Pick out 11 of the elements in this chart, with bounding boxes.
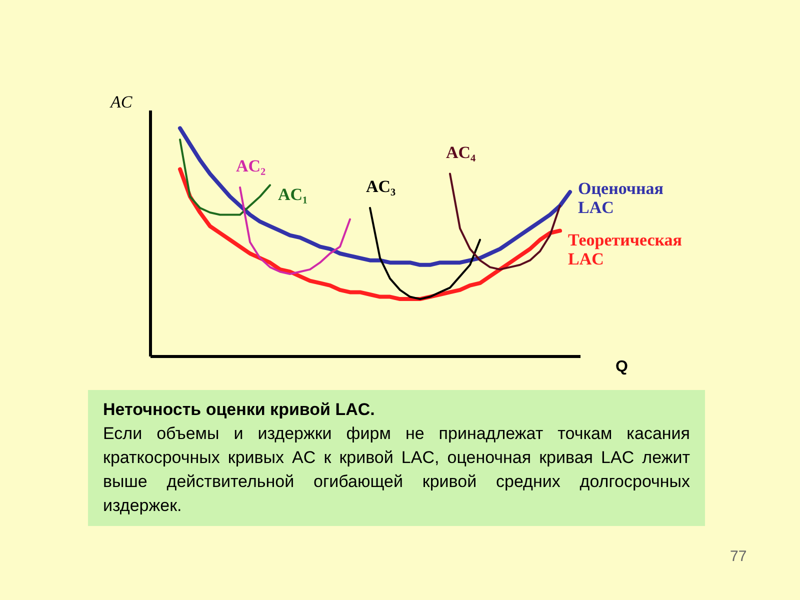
text: Неточность оценки кривой LAC. [103,399,376,421]
series-label: AC₃ [366,176,396,196]
series-label: AC₁ [278,185,308,204]
y-axis-title: AC [110,92,133,112]
series-label: Теоретическая LAC [568,230,682,269]
text: 77 [730,548,747,565]
text: Если объемы и издержки фирм не принадлежат точкам касания краткосрочных кривых AC к кривой LAC, оценочная кривая LAC лежит выше действительной огибающей кривой средних долгосрочных издержек. [103,423,690,517]
x-axis-title: Q [616,358,628,376]
series-label: Оценочная LAC [578,179,664,217]
series-label: AC₄ [446,142,476,162]
series-label: AC₂ [236,156,266,176]
